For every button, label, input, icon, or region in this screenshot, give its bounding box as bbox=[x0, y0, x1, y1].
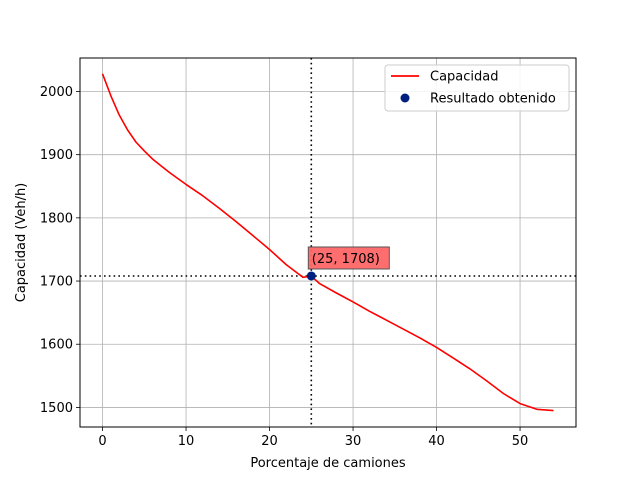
legend-marker-swatch bbox=[400, 93, 410, 103]
annotation-label: (25, 1708) bbox=[312, 252, 380, 267]
x-tick-label: 20 bbox=[261, 434, 278, 449]
x-tick-label: 40 bbox=[428, 434, 445, 449]
annotation-group: (25, 1708) bbox=[307, 246, 390, 270]
x-tick-label: 30 bbox=[345, 434, 362, 449]
legend-box bbox=[384, 64, 570, 112]
legend-label-resultado: Resultado obtenido bbox=[430, 92, 556, 107]
y-tick-label: 1500 bbox=[40, 401, 73, 416]
x-tick-label: 10 bbox=[178, 434, 195, 449]
legend: Capacidad Resultado obtenido bbox=[384, 64, 570, 112]
y-tick-label: 1900 bbox=[40, 148, 73, 163]
resultado-point bbox=[306, 271, 316, 281]
grid-lines bbox=[80, 58, 576, 427]
y-axis-ticks: 1500 1600 1700 1800 1900 2000 bbox=[40, 85, 80, 416]
series-group bbox=[101, 73, 554, 412]
x-axis-label: Porcentaje de camiones bbox=[250, 456, 406, 471]
y-tick-label: 1600 bbox=[40, 338, 73, 353]
x-tick-label: 50 bbox=[512, 434, 529, 449]
y-tick-label: 1700 bbox=[40, 275, 73, 290]
y-tick-label: 2000 bbox=[40, 85, 73, 100]
x-axis-ticks: 0 10 20 30 40 50 bbox=[98, 427, 528, 449]
plot-area bbox=[80, 58, 576, 427]
legend-label-capacidad: Capacidad bbox=[430, 70, 499, 85]
x-tick-label: 0 bbox=[98, 434, 106, 449]
y-tick-label: 1800 bbox=[40, 211, 73, 226]
annotation-box bbox=[307, 246, 390, 270]
reference-lines bbox=[80, 58, 576, 427]
y-axis-label: Capacidad (Veh/h) bbox=[14, 183, 29, 303]
plot-frame bbox=[79, 57, 577, 428]
